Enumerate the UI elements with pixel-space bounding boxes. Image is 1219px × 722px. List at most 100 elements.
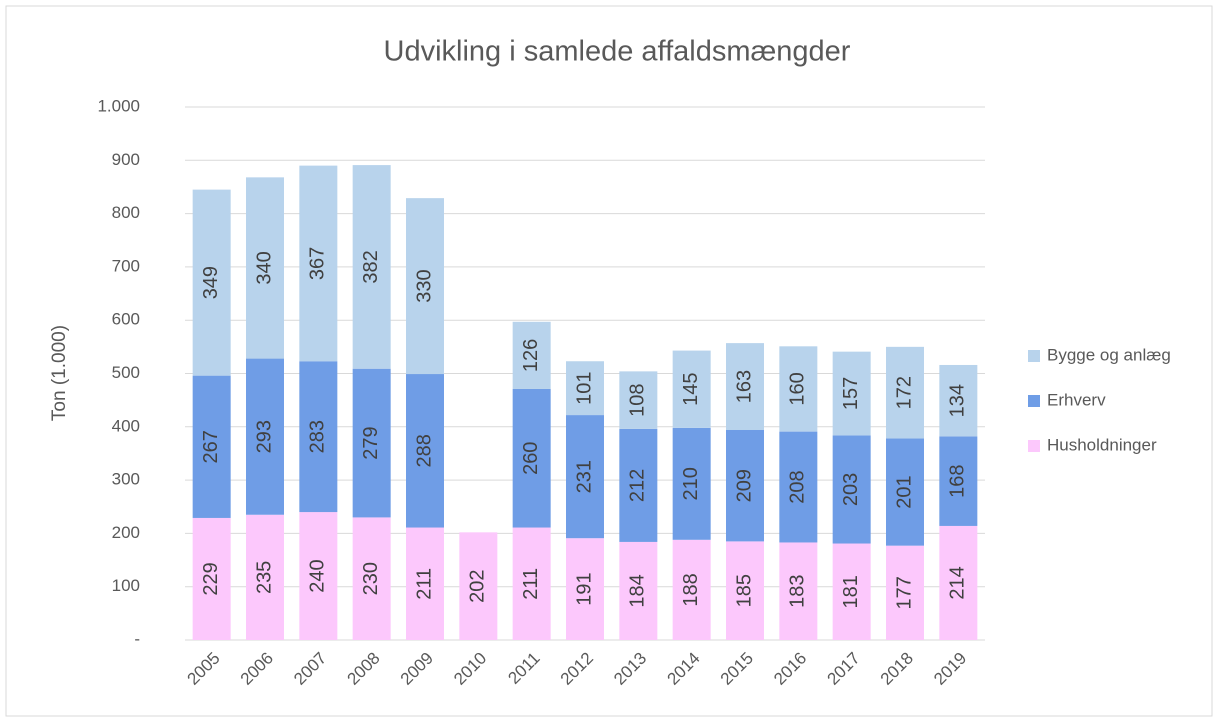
bar-segment: [406, 374, 444, 528]
value-label: 177: [893, 576, 915, 609]
bar-segment: [779, 542, 818, 640]
y-tick-label: 1.000: [97, 96, 140, 115]
value-label: 108: [627, 383, 649, 416]
bar-segment: [246, 177, 284, 359]
value-label: 203: [840, 473, 862, 506]
value-label: 145: [680, 373, 702, 406]
bar-segment: [566, 361, 604, 416]
value-label: 283: [307, 420, 329, 453]
legend-swatch: [1028, 350, 1040, 362]
value-label: 126: [520, 339, 542, 372]
value-label: 168: [947, 464, 969, 497]
bar-segment: [886, 545, 924, 640]
value-label: 235: [253, 561, 275, 594]
bar-segment: [246, 514, 284, 640]
bar-segment: [352, 368, 391, 518]
value-label: 209: [733, 469, 755, 502]
y-axis-label: Ton (1.000): [49, 325, 70, 421]
bar-segment: [459, 532, 498, 640]
value-label: 172: [893, 376, 915, 409]
bar-segment: [886, 438, 924, 546]
bar-segment: [512, 527, 551, 640]
value-label: 279: [360, 426, 382, 459]
y-tick-label: 200: [112, 523, 140, 542]
value-label: 188: [680, 573, 702, 606]
value-label: 260: [520, 442, 542, 475]
bar-segment: [192, 375, 231, 518]
value-label: 181: [840, 575, 862, 608]
y-tick-label: 500: [112, 363, 140, 382]
bar-segment: [299, 512, 338, 640]
bar-segment: [726, 541, 764, 640]
y-tick-label: 900: [112, 150, 140, 169]
y-tick-label: 600: [112, 310, 140, 329]
value-label: 330: [413, 269, 435, 302]
bar-segment: [512, 321, 551, 389]
bar-segment: [566, 415, 604, 539]
value-label: 157: [840, 377, 862, 410]
y-tick-label: 700: [112, 256, 140, 275]
bar-segment: [939, 364, 978, 437]
value-label: 160: [787, 372, 809, 405]
value-label: 210: [680, 467, 702, 500]
value-label: 382: [360, 250, 382, 283]
value-label: 229: [200, 562, 222, 595]
bar-segment: [939, 436, 978, 526]
bar-segment: [299, 165, 338, 362]
value-label: 288: [413, 434, 435, 467]
y-tick-label: 400: [112, 416, 140, 435]
value-label: 349: [200, 266, 222, 299]
bar-segment: [619, 371, 658, 429]
bar-segment: [192, 517, 231, 640]
value-label: 163: [733, 370, 755, 403]
bar-segment: [566, 538, 604, 640]
value-label: 230: [360, 562, 382, 595]
value-label: 214: [947, 566, 969, 599]
legend-swatch: [1028, 440, 1040, 452]
value-label: 185: [733, 574, 755, 607]
bar-segment: [672, 427, 711, 540]
legend-label: Bygge og anlæg: [1047, 345, 1171, 364]
y-tick-label: 800: [112, 203, 140, 222]
value-label: 211: [413, 568, 435, 600]
bar-segment: [619, 428, 658, 542]
value-label: 183: [787, 575, 809, 608]
y-tick-label: 100: [112, 576, 140, 595]
value-label: 212: [627, 469, 649, 502]
value-label: 184: [627, 574, 649, 607]
legend-swatch: [1028, 395, 1040, 407]
value-label: 240: [307, 559, 329, 592]
value-label: 208: [787, 470, 809, 503]
bar-segment: [832, 351, 871, 436]
value-label: 367: [307, 247, 329, 280]
bar-segment: [886, 346, 924, 439]
value-label: 211: [520, 568, 542, 600]
legend-label: Husholdninger: [1047, 435, 1157, 454]
value-label: 191: [573, 572, 595, 605]
bar-segment: [352, 165, 391, 369]
value-label: 267: [200, 430, 222, 463]
bar-segment: [406, 198, 444, 375]
value-label: 293: [253, 420, 275, 453]
bar-segment: [672, 539, 711, 640]
bar-segment: [299, 361, 338, 513]
y-tick-label: -: [134, 629, 140, 648]
value-label: 134: [947, 384, 969, 417]
value-label: 231: [573, 460, 595, 493]
bar-segment: [619, 541, 658, 640]
bar-segment: [512, 388, 551, 528]
chart-title: Udvikling i samlede affaldsmængder: [384, 36, 851, 68]
value-label: 202: [467, 569, 489, 602]
bar-segment: [726, 429, 764, 542]
bar-segment: [832, 543, 871, 640]
bar-segment: [352, 517, 391, 640]
bar-segment: [672, 350, 711, 428]
value-label: 101: [573, 371, 595, 404]
bar-segment: [192, 189, 231, 376]
bar-segment: [779, 346, 818, 432]
value-label: 340: [253, 251, 275, 284]
bar-segment: [832, 435, 871, 544]
legend-label: Erhverv: [1047, 390, 1106, 409]
bar-segment: [246, 358, 284, 515]
